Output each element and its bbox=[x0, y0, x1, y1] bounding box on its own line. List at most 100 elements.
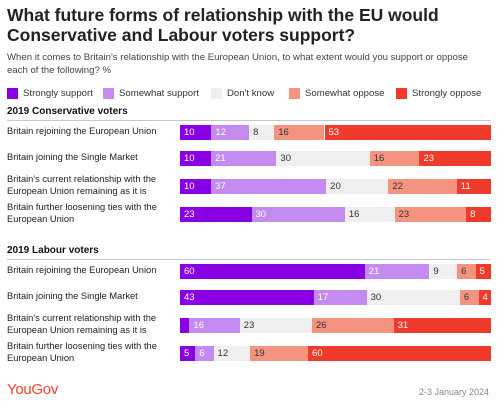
stacked-bar: 10 12 8 16 53 bbox=[180, 125, 491, 140]
data-label: 30 bbox=[370, 292, 382, 303]
bar-segment-strongly-support bbox=[180, 179, 212, 194]
bar-segment-strongly-support bbox=[180, 346, 196, 361]
data-label: 23 bbox=[423, 153, 435, 164]
data-label: 10 bbox=[184, 127, 195, 138]
data-label: 6 bbox=[461, 266, 467, 277]
stacked-bar: 5 6 12 19 60 bbox=[180, 346, 491, 361]
section-heading: 2019 Labour voters bbox=[7, 245, 99, 256]
bar-segment-strongly-oppose bbox=[466, 207, 491, 222]
data-label: 9 bbox=[433, 266, 439, 277]
survey-date: 2-3 January 2024 bbox=[418, 387, 489, 397]
data-label: 23 bbox=[243, 320, 255, 331]
stacked-bar: 10 21 30 16 23 bbox=[180, 151, 491, 166]
bar-segment-don-t-know bbox=[429, 264, 458, 279]
bar-segment-somewhat-oppose bbox=[250, 346, 309, 361]
bar-segment-don-t-know bbox=[326, 179, 389, 194]
legend-label: Strongly oppose bbox=[412, 87, 482, 99]
data-label: 10 bbox=[184, 181, 195, 192]
stacked-bar: 23 30 16 23 8 bbox=[180, 207, 491, 222]
data-label: 17 bbox=[317, 292, 329, 303]
data-label: 19 bbox=[254, 348, 265, 359]
bar-segment-strongly-oppose bbox=[475, 264, 491, 279]
bar-segment-don-t-know bbox=[276, 151, 370, 166]
section-divider bbox=[7, 120, 491, 121]
bar-segment-don-t-know bbox=[213, 346, 251, 361]
bar-segment-somewhat-support bbox=[364, 264, 430, 279]
data-label: 8 bbox=[253, 127, 259, 138]
legend-label: Strongly support bbox=[23, 87, 93, 99]
legend-swatch-somewhat-support bbox=[103, 87, 114, 99]
data-label: 16 bbox=[193, 320, 204, 331]
data-label: 11 bbox=[460, 181, 471, 192]
stacked-bar: 43 17 30 6 4 bbox=[180, 290, 491, 305]
legend-item-dont-know: Don't know bbox=[211, 86, 274, 100]
row-label: Britain's current relationship with the … bbox=[7, 313, 157, 335]
legend-label: Somewhat oppose bbox=[305, 87, 385, 99]
bar-segment-strongly-support bbox=[180, 207, 252, 222]
bar-segment-strongly-oppose bbox=[419, 151, 491, 166]
bar-segment-strongly-support bbox=[180, 151, 212, 166]
bar-segment-don-t-know bbox=[366, 290, 460, 305]
data-label: 31 bbox=[397, 320, 409, 331]
legend-item-somewhat-support: Somewhat support bbox=[103, 86, 199, 100]
legend-label: Somewhat support bbox=[119, 87, 199, 99]
bar-segment-somewhat-support bbox=[211, 151, 277, 166]
data-label: 10 bbox=[184, 153, 195, 164]
data-label: 37 bbox=[215, 181, 226, 192]
data-label: 12 bbox=[215, 127, 226, 138]
data-label: 16 bbox=[348, 209, 360, 220]
data-label: 16 bbox=[278, 127, 289, 138]
bar-segment-somewhat-oppose bbox=[459, 290, 479, 305]
data-label: 4 bbox=[482, 292, 488, 303]
stacked-bar: 60 21 9 6 5 bbox=[180, 264, 491, 279]
bar-segment-somewhat-support bbox=[313, 290, 367, 305]
data-label: 12 bbox=[217, 348, 229, 359]
bar-segment-don-t-know bbox=[344, 207, 395, 222]
legend-item-strongly-oppose: Strongly oppose bbox=[396, 86, 481, 100]
section-heading: 2019 Conservative voters bbox=[7, 106, 128, 117]
data-label: 5 bbox=[479, 266, 485, 277]
bar-segment-strongly-support bbox=[180, 290, 314, 305]
bar-segment-strongly-oppose bbox=[308, 346, 491, 361]
data-label: 6 bbox=[463, 292, 470, 303]
row-label: Britain rejoining the European Union bbox=[7, 265, 157, 275]
bar-segment-somewhat-oppose bbox=[388, 179, 457, 194]
legend-item-somewhat-oppose: Somewhat oppose bbox=[289, 86, 384, 100]
bar-segment-don-t-know bbox=[249, 125, 275, 140]
bar-segment-strongly-oppose bbox=[478, 290, 491, 305]
data-label: 43 bbox=[184, 292, 195, 303]
stacked-bar: 16 23 26 31 bbox=[180, 318, 491, 333]
data-label: 21 bbox=[215, 153, 226, 164]
bar-segment-somewhat-oppose bbox=[394, 207, 467, 222]
data-label: 5 bbox=[184, 348, 190, 359]
data-label: 6 bbox=[199, 348, 205, 359]
data-label: 60 bbox=[184, 266, 195, 277]
bar-segment-strongly-support bbox=[180, 125, 212, 140]
bar-segment-somewhat-support bbox=[211, 179, 327, 194]
bar-segment-don-t-know bbox=[239, 318, 312, 333]
bar-segment-strongly-oppose bbox=[324, 125, 491, 140]
legend-label: Don't know bbox=[227, 87, 275, 99]
bar-segment-strongly-oppose bbox=[456, 179, 491, 194]
bar-segment-strongly-support bbox=[180, 318, 190, 333]
chart-title: What future forms of relationship with t… bbox=[7, 5, 439, 45]
bar-segment-somewhat-support bbox=[251, 207, 345, 222]
legend: Strongly support Somewhat support Don't … bbox=[7, 86, 497, 100]
legend-swatch-somewhat-oppose bbox=[289, 87, 300, 99]
data-label: 60 bbox=[312, 348, 323, 359]
data-label: 30 bbox=[280, 153, 291, 164]
bar-segment-somewhat-oppose bbox=[311, 318, 394, 333]
bar-segment-somewhat-support bbox=[195, 346, 214, 361]
bar-segment-somewhat-support bbox=[189, 318, 240, 333]
data-label: 16 bbox=[373, 153, 385, 164]
data-label: 21 bbox=[368, 266, 380, 277]
data-label: 23 bbox=[398, 209, 410, 220]
bar-segment-strongly-oppose bbox=[393, 318, 491, 333]
legend-swatch-strongly-oppose bbox=[396, 87, 407, 99]
data-label: 26 bbox=[315, 320, 327, 331]
legend-swatch-strongly-support bbox=[7, 87, 18, 99]
bar-segment-somewhat-oppose bbox=[369, 151, 420, 166]
bar-segment-somewhat-oppose bbox=[457, 264, 476, 279]
bar-segment-somewhat-oppose bbox=[274, 125, 325, 140]
yougov-logo: YouGov bbox=[7, 381, 59, 398]
